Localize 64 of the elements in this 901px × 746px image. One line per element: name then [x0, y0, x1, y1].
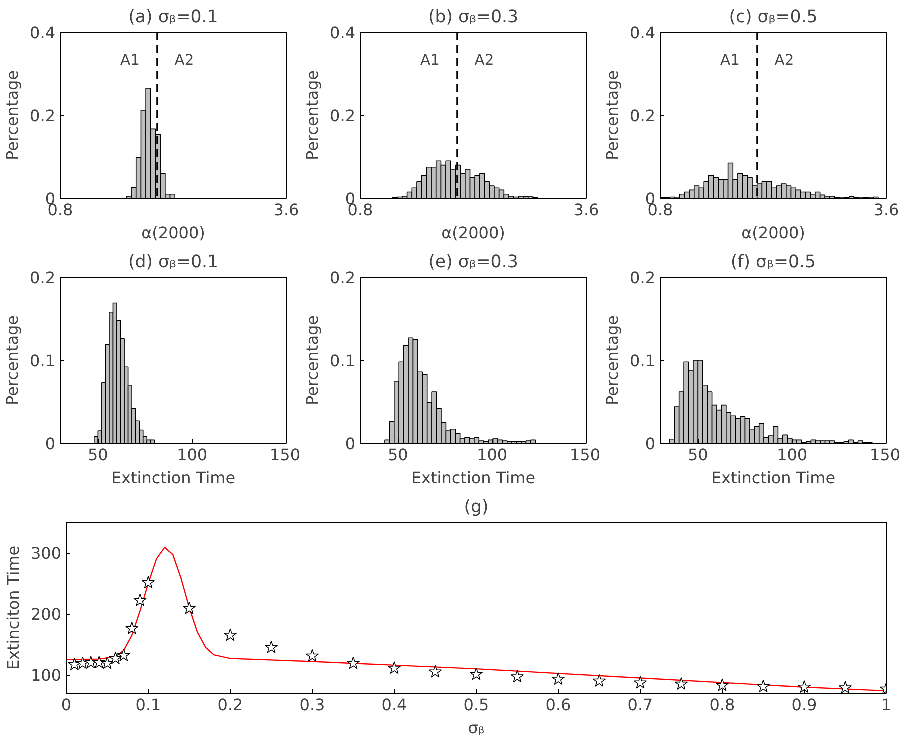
x-tick-label: 100: [177, 446, 208, 464]
y-axis-title: Percentage: [3, 315, 22, 406]
y-tick-label: 100: [30, 666, 62, 686]
x-axis-title: α(2000): [142, 224, 206, 242]
x-tick-label: 3.6: [574, 200, 600, 220]
x-tick-label: 0.9: [792, 696, 818, 714]
y-tick-label: 0.1: [30, 352, 56, 370]
x-axis-title: α(2000): [742, 224, 806, 242]
y-tick-label: 0.2: [330, 106, 356, 126]
x-tick-label: 0.1: [136, 696, 162, 714]
x-tick-label: 3.6: [874, 200, 900, 220]
x-tick-label: 50: [388, 446, 408, 464]
x-axis-title: Extinction Time: [111, 468, 236, 488]
x-tick-label: 0.8: [710, 696, 736, 714]
y-tick-label: 0.1: [330, 352, 356, 370]
x-tick-label: 150: [270, 446, 301, 464]
x-axis-title: Extinction Time: [411, 468, 536, 488]
y-axis-title: Percentage: [3, 70, 22, 161]
annotation: A2: [474, 52, 494, 70]
x-tick-label: 0.6: [546, 696, 572, 714]
chart-title: (g): [464, 498, 489, 518]
y-tick-label: 200: [30, 605, 62, 624]
y-axis-title: Percentage: [603, 70, 622, 161]
x-tick-label: 0.4: [382, 696, 408, 714]
chart-title: (d) σᵦ=0.1: [128, 252, 219, 272]
x-tick-label: 0.7: [628, 696, 654, 714]
x-tick-label: 50: [688, 446, 708, 464]
annotation: A1: [120, 52, 140, 70]
y-tick-label: 300: [30, 544, 62, 564]
y-tick-label: 0.2: [30, 268, 56, 288]
y-tick-label: 0.2: [330, 268, 356, 288]
x-tick-label: 100: [477, 446, 508, 464]
chart-title: (e) σᵦ=0.3: [428, 252, 518, 272]
y-tick-label: 0.4: [630, 24, 656, 42]
y-axis-title: Percentage: [303, 70, 322, 161]
y-axis-title: Percentage: [303, 315, 322, 406]
chart-title: (a) σᵦ=0.1: [128, 8, 218, 28]
y-axis-title: Percentage: [603, 315, 622, 406]
x-axis-title: α(2000): [442, 224, 506, 242]
annotation: A2: [174, 52, 194, 70]
chart-title: (b) σᵦ=0.3: [428, 8, 519, 28]
chart-title: (f) σᵦ=0.5: [730, 252, 816, 272]
annotation: A1: [420, 52, 440, 70]
annotation: A2: [774, 52, 794, 70]
y-tick-label: 0.4: [330, 24, 356, 42]
y-axis-title: Extinciton Time: [4, 546, 23, 670]
y-tick-label: 0.2: [630, 268, 656, 288]
x-tick-label: 0.5: [464, 696, 490, 714]
annotation: A1: [720, 52, 740, 70]
x-tick-label: 3.6: [274, 200, 300, 220]
x-tick-label: 50: [88, 446, 108, 464]
x-tick-label: 1: [881, 696, 892, 714]
x-axis-title: Extinction Time: [711, 468, 836, 488]
x-tick-label: 150: [570, 446, 601, 464]
chart-title: (c) σᵦ=0.5: [729, 8, 818, 28]
y-tick-label: 0.2: [630, 106, 656, 126]
x-axis-title: σᵦ: [468, 718, 485, 738]
y-tick-label: 0.2: [30, 106, 56, 126]
x-tick-label: 0.2: [218, 696, 244, 714]
x-tick-label: 0.3: [300, 696, 326, 714]
y-tick-label: 0.1: [630, 352, 656, 370]
y-tick-label: 0.4: [30, 24, 56, 42]
x-tick-label: 150: [870, 446, 901, 464]
x-tick-label: 100: [777, 446, 808, 464]
